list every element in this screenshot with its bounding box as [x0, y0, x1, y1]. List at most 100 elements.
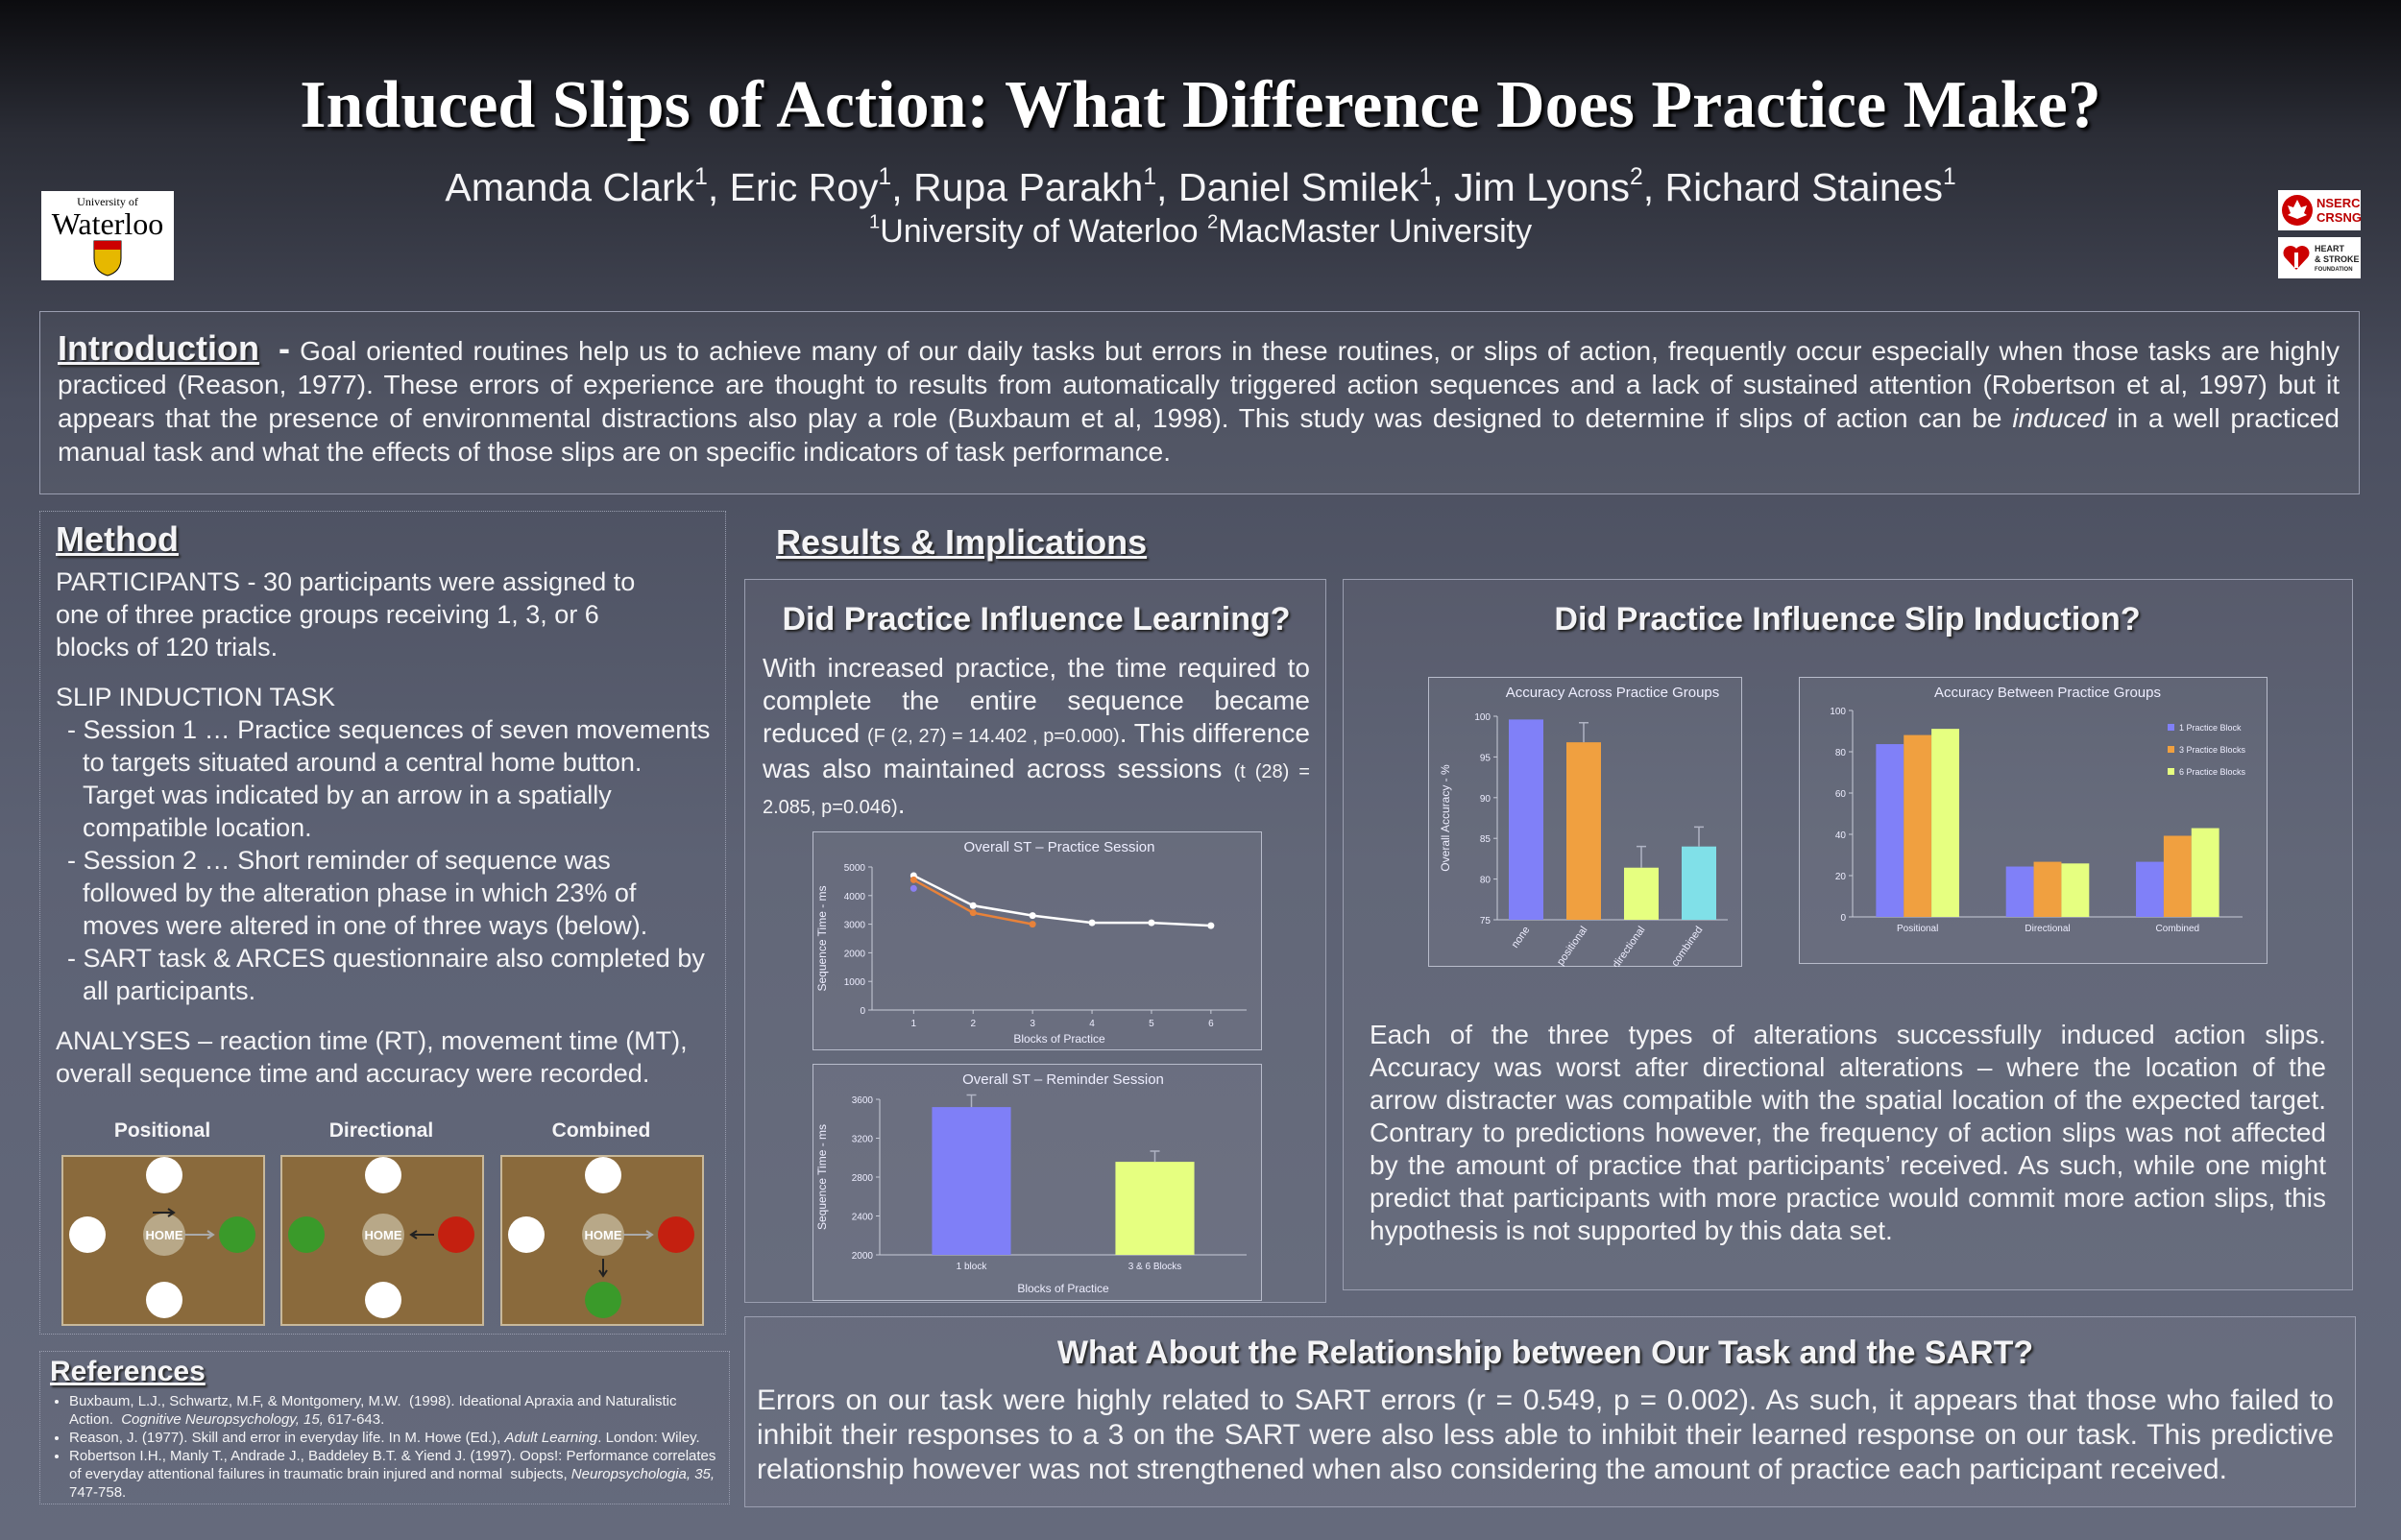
series-marker [1148, 919, 1155, 926]
reference-text: . London: Wiley. [597, 1430, 700, 1446]
logo-heart [2283, 246, 2310, 270]
introduction-panel: Introduction - Goal oriented routines he… [39, 311, 2360, 494]
x-tick-label: Positional [1897, 924, 1938, 934]
author-name: Jim Lyons [1453, 165, 1631, 209]
series-marker [969, 909, 977, 917]
series-marker [969, 902, 977, 909]
x-tick-label: 3 & 6 Blocks [1128, 1262, 1182, 1272]
series-marker [1088, 919, 1096, 926]
x-axis-label: Blocks of Practice [1013, 1032, 1105, 1046]
chart-frame [1799, 677, 2268, 964]
x-tick-label: Directional [2025, 924, 2070, 934]
chart-frame [812, 831, 1262, 1050]
reference-list: Buxbaum, L.J., Schwartz, M.F, & Montgome… [50, 1392, 719, 1502]
target [69, 1216, 106, 1253]
home-button [143, 1214, 185, 1256]
sart-panel: What About the Relationship between Our … [744, 1316, 2356, 1507]
y-tick-label: 2800 [852, 1173, 874, 1184]
author-name: Amanda Clark [445, 165, 695, 209]
task-diagram: HOME [61, 1155, 265, 1326]
diagram-label: Directional [328, 1119, 434, 1142]
author-separator: , [707, 165, 730, 209]
learning-panel: Did Practice Influence Learning? With in… [744, 579, 1326, 1303]
author-separator: , [1432, 165, 1454, 209]
text: . [897, 789, 906, 819]
reference-text: Neuropsychologia, 35, [570, 1466, 715, 1482]
chart-title: Overall ST – Reminder Session [962, 1071, 1164, 1088]
x-tick-label: 3 [1030, 1019, 1035, 1029]
bar [1876, 744, 1904, 917]
task-item: - Session 2 … Short reminder of sequence… [67, 846, 648, 940]
y-tick-label: 3000 [844, 921, 866, 931]
chart-title: Accuracy Across Practice Groups [1506, 685, 1720, 701]
y-tick-label: 75 [1480, 916, 1492, 926]
y-tick-label: 90 [1480, 794, 1492, 805]
y-tick-label: 40 [1835, 830, 1847, 841]
author-name: Eric Roy [729, 165, 879, 209]
y-axis-label: Sequence Time - ms [815, 885, 829, 991]
logo-text: & STROKE [2315, 254, 2360, 264]
nserc-logo: NSERC CRSNG [2278, 190, 2362, 230]
bar [1682, 846, 1716, 920]
author-name: Rupa Parakh [913, 165, 1144, 209]
logo-text: NSERC [2316, 196, 2361, 210]
reference-text: 747-758. [69, 1466, 719, 1501]
reference-text: Adult Learning [504, 1430, 598, 1446]
task-list: - Session 1 … Practice sequences of seve… [56, 713, 712, 1007]
x-tick-label: 5 [1149, 1019, 1154, 1029]
y-tick-label: 4000 [844, 892, 866, 902]
y-axis-label: Sequence Time - ms [815, 1124, 829, 1230]
task-item: - SART task & ARCES questionnaire also c… [67, 944, 705, 1005]
affiliation-name: MacMaster University [1218, 213, 1533, 250]
bar [1931, 729, 1959, 917]
heading-dash: - [279, 328, 291, 368]
target [219, 1216, 255, 1253]
author-separator: , [1642, 165, 1665, 209]
author-separator: , [891, 165, 914, 209]
bar [1624, 867, 1659, 920]
target [508, 1216, 545, 1253]
panel-heading: What About the Relationship between Our … [1056, 1335, 2034, 1371]
home-label: HOME [146, 1228, 183, 1242]
x-tick-label: 1 block [957, 1262, 988, 1272]
waterloo-logo: University of Waterloo [41, 191, 174, 280]
panel-heading: Did Practice Influence Learning? [782, 601, 1291, 638]
task-diagram: HOME [500, 1155, 704, 1326]
x-tick-label: 6 [1208, 1019, 1214, 1029]
author-name: Richard Staines [1664, 165, 1943, 209]
y-tick-label: 3600 [852, 1095, 874, 1106]
arrow [153, 1208, 176, 1217]
logo-text: Waterloo [51, 206, 164, 241]
bar [2033, 861, 2062, 917]
reference-item: Buxbaum, L.J., Schwartz, M.F, & Montgome… [69, 1392, 719, 1429]
target [438, 1216, 474, 1253]
x-axis-label: Blocks of Practice [1017, 1282, 1109, 1295]
text: With increased practice, the time requir… [763, 653, 1310, 748]
text: Goal oriented routines help us to achiev… [58, 336, 2340, 433]
error-bar [966, 1094, 977, 1108]
target [288, 1216, 325, 1253]
analyses-text: ANALYSES – reaction time (RT), movement … [56, 1026, 688, 1088]
authors: Amanda Clark1, Eric Roy1, Rupa Parakh1, … [0, 165, 2401, 210]
reference-text: Buxbaum, L.J., Schwartz, M.F, & Montgome… [69, 1393, 680, 1428]
arrow [409, 1230, 434, 1239]
author-affiliation-mark: 1 [878, 163, 892, 190]
target [146, 1282, 182, 1318]
bar [1115, 1162, 1195, 1255]
heart-logo: HEART & STROKE FOUNDATION [2278, 237, 2361, 278]
target [365, 1282, 401, 1318]
target [658, 1216, 694, 1253]
affiliation-mark: 1 [868, 211, 881, 233]
y-tick-label: 80 [1480, 876, 1492, 886]
legend-label: 6 Practice Blocks [2179, 767, 2246, 777]
legend-swatch [2168, 746, 2174, 753]
error-bar [1694, 826, 1704, 847]
series-line [912, 874, 1211, 927]
participants-text: PARTICIPANTS - 30 participants were assi… [56, 567, 636, 662]
reference-text: Cognitive Neuropsychology, 15, [121, 1411, 324, 1428]
x-tick-label: 2 [970, 1019, 976, 1029]
series-marker [909, 884, 917, 892]
bar [1566, 742, 1601, 920]
arrow [598, 1259, 608, 1278]
